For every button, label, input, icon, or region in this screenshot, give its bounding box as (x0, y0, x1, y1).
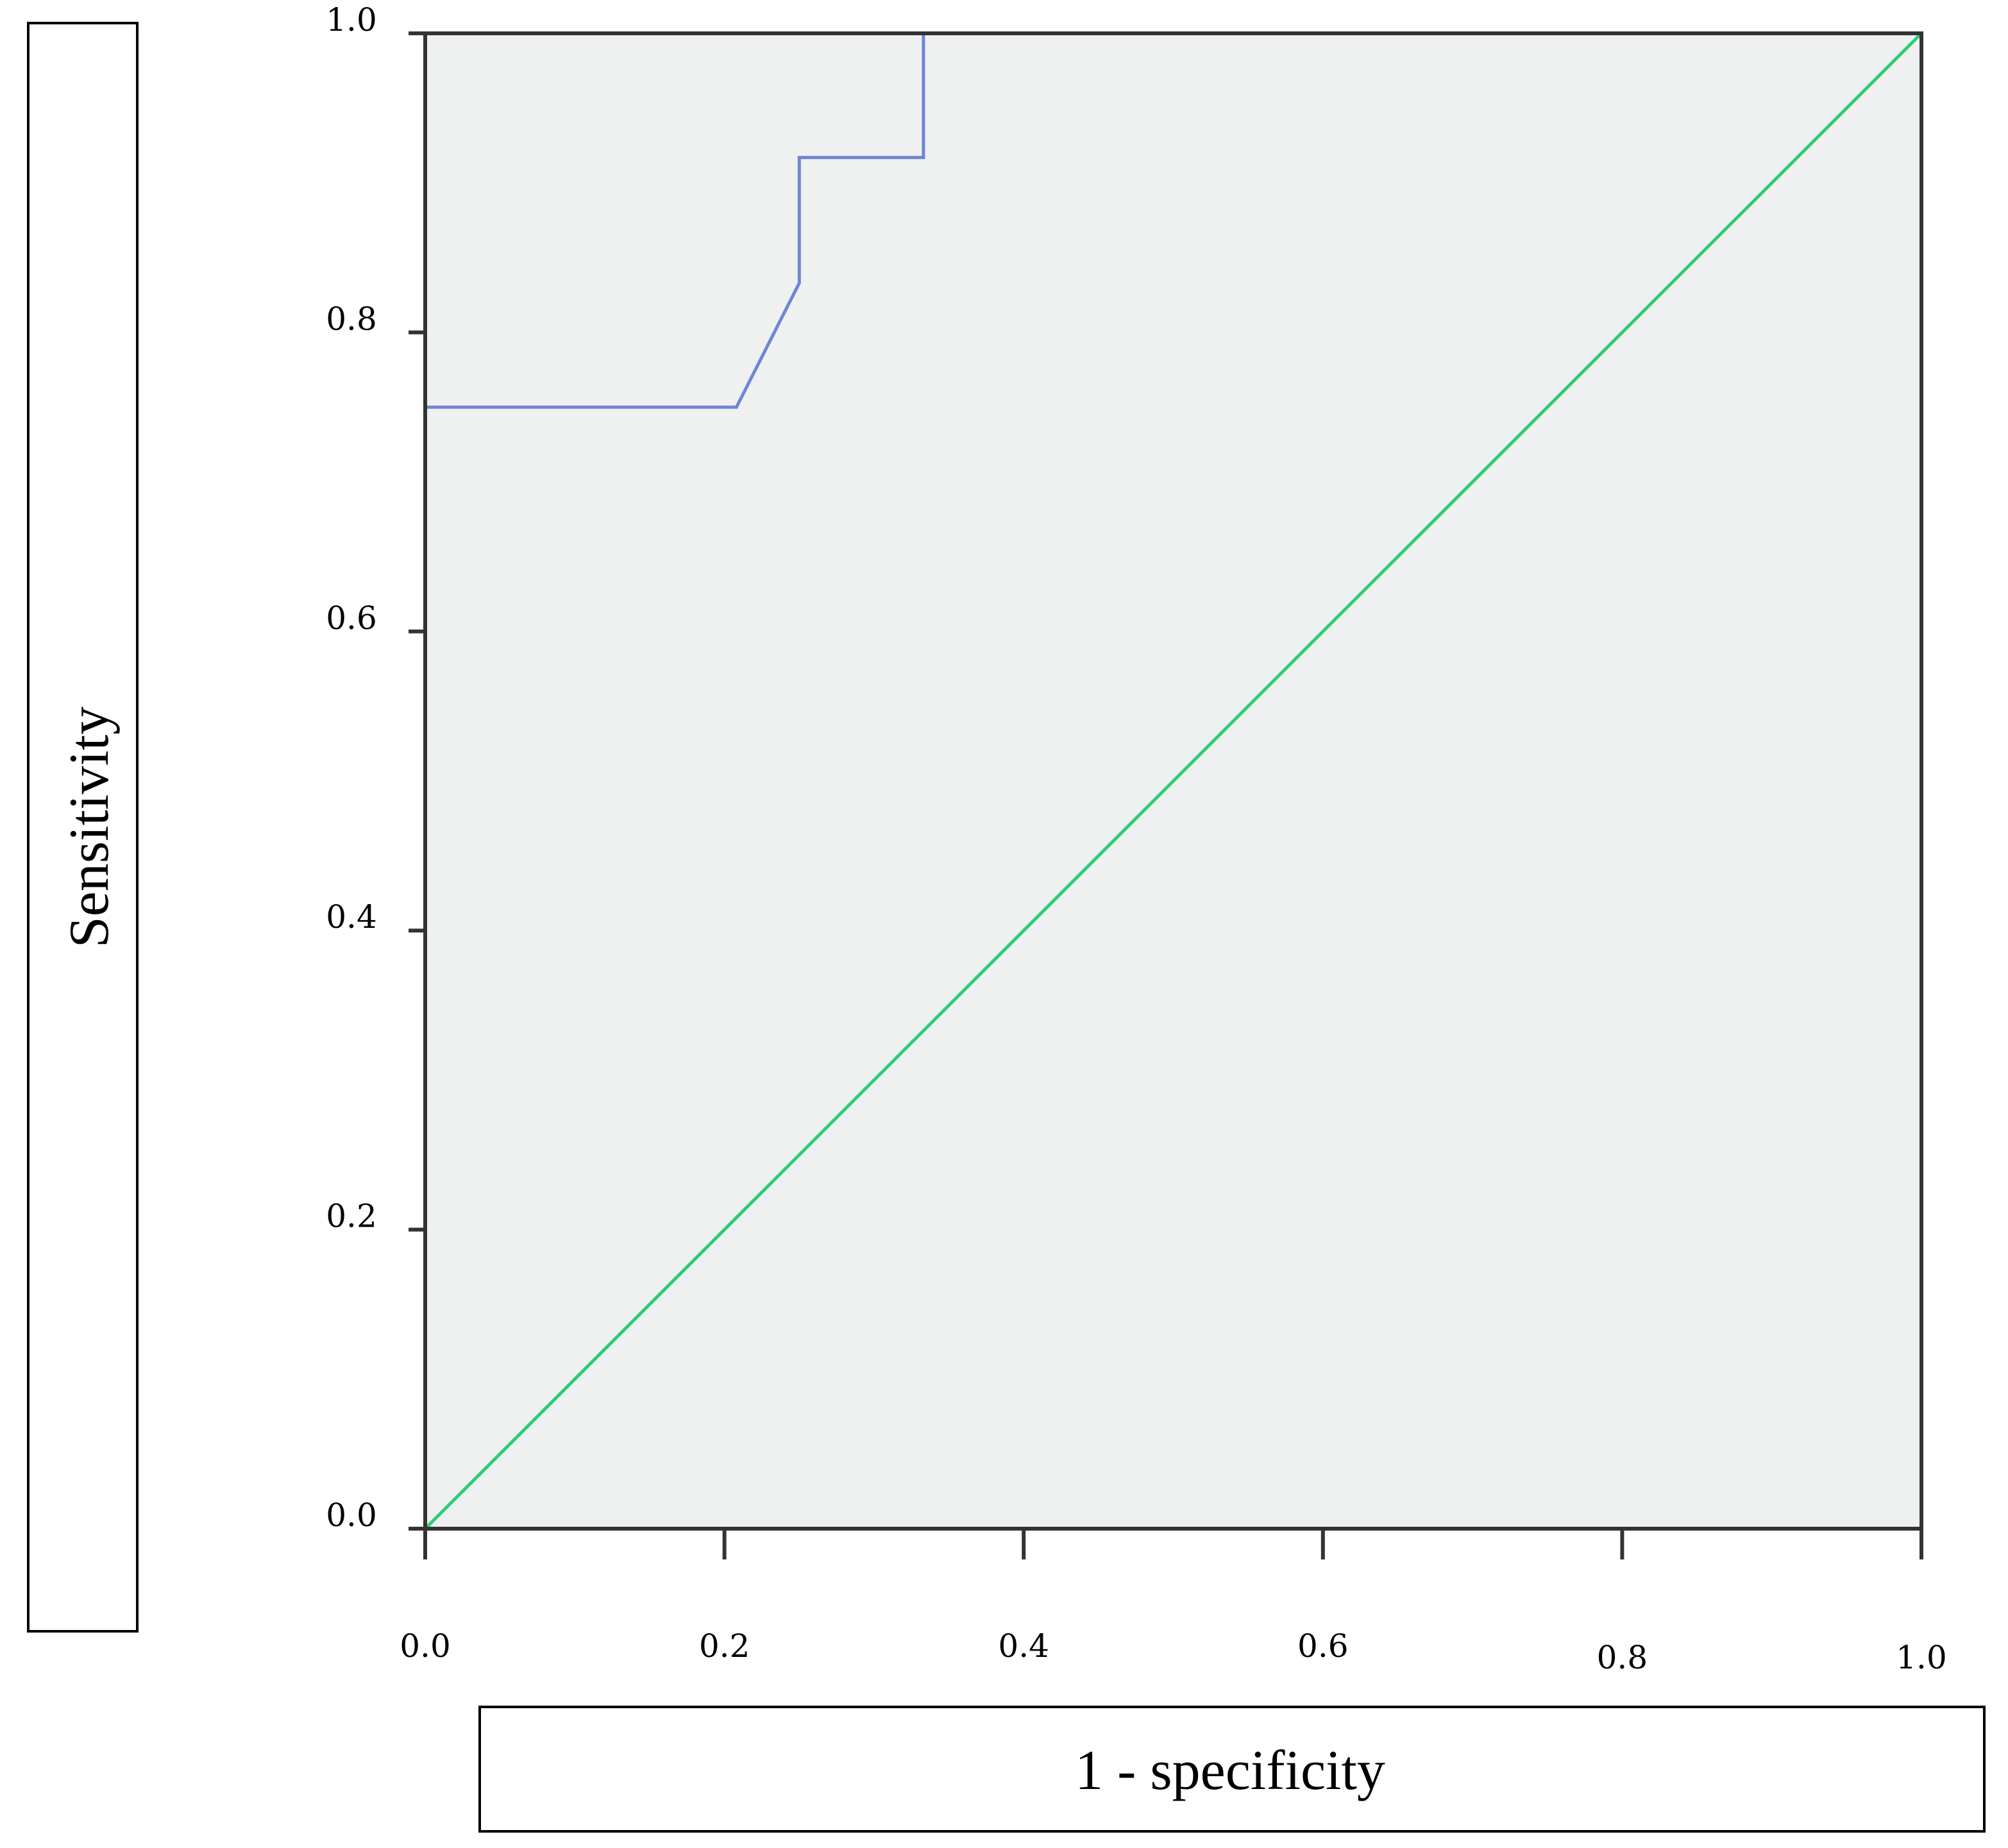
x-tick-label: 0.8 (1597, 1639, 1648, 1676)
series-layer (423, 31, 1923, 1530)
roc-curve-line (423, 31, 1921, 1529)
ticks-layer: 0.0 0.2 0.4 0.6 0.8 1.0 0.0 0.2 0.4 0.6 0.8 1.0 (326, 1, 1947, 1676)
y-axis-title: Sensitivity (58, 707, 121, 948)
y-axis-title-box (27, 22, 139, 1633)
x-axis-title: 1 - specificity (1075, 1740, 1385, 1802)
reference-diagonal-line (424, 32, 1923, 1530)
y-tick-label: 0.2 (326, 1198, 377, 1235)
y-tick-label: 0.6 (326, 600, 377, 637)
plot-frame (423, 31, 1923, 1531)
x-tick-label: 0.4 (998, 1627, 1049, 1665)
y-tick-label: 0.0 (326, 1497, 377, 1534)
x-tick-label: 0.6 (1297, 1627, 1349, 1665)
y-tick-label: 0.8 (326, 300, 377, 337)
y-tick-label: 0.4 (326, 898, 377, 936)
x-tick-label: 0.2 (699, 1627, 750, 1665)
y-tick-label: 1.0 (326, 1, 377, 38)
x-axis-title-box (478, 1706, 1986, 1833)
x-tick-label: 0.0 (400, 1627, 451, 1665)
x-tick-label: 1.0 (1896, 1639, 1947, 1676)
